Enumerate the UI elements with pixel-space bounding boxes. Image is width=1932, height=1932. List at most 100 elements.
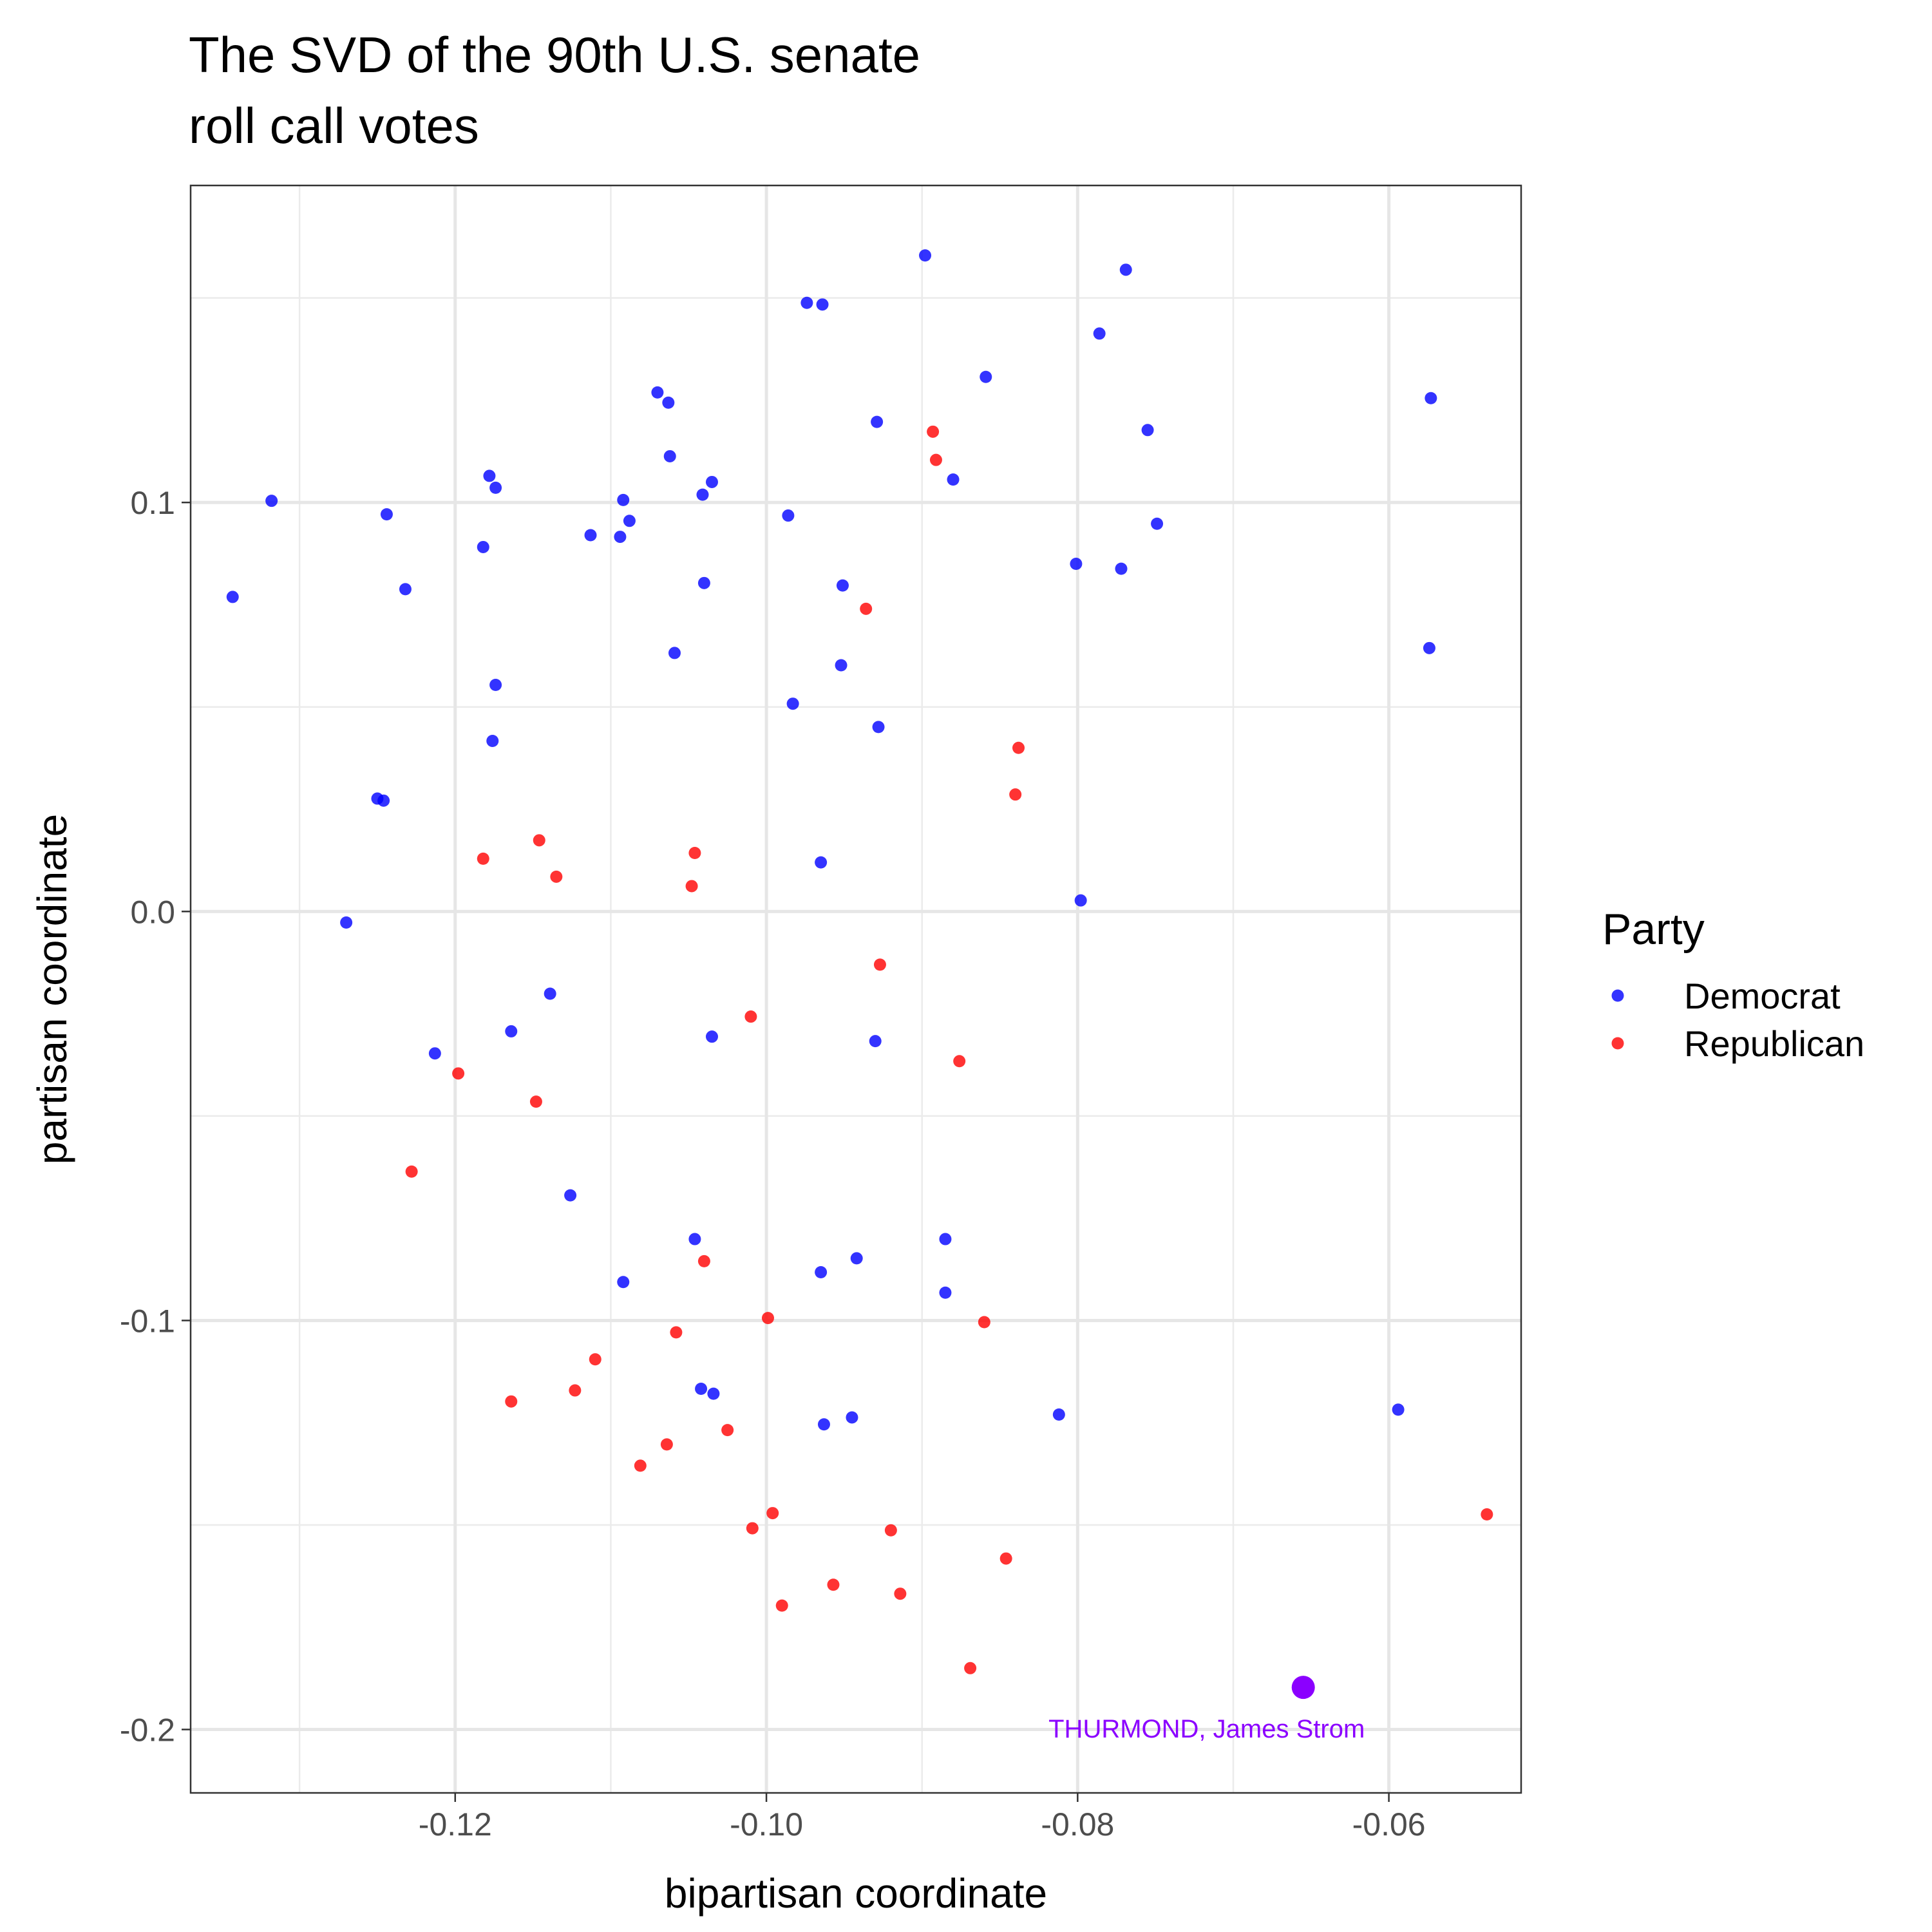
democrat-point xyxy=(846,1411,858,1424)
y-axis-title: partisan coordinate xyxy=(29,814,75,1164)
republican-point xyxy=(660,1438,673,1451)
democrat-point xyxy=(1115,562,1128,575)
democrat-point xyxy=(226,591,239,603)
republican-point xyxy=(929,453,942,466)
republican-point xyxy=(827,1578,840,1591)
democrat-point xyxy=(483,469,496,482)
legend-label-democrat: Democrat xyxy=(1684,976,1841,1016)
democrat-point xyxy=(816,298,829,311)
republican-point xyxy=(670,1326,683,1339)
democrat-point xyxy=(1070,557,1083,570)
democrat-point xyxy=(980,370,992,383)
democrat-point xyxy=(800,296,813,309)
democrat-point xyxy=(1052,1408,1065,1421)
democrat-point xyxy=(614,531,627,544)
republican-point xyxy=(746,1522,759,1535)
democrat-point xyxy=(786,697,799,710)
democrat-point xyxy=(1423,641,1435,654)
republican-point xyxy=(978,1316,990,1329)
democrat-point xyxy=(265,495,278,507)
democrat-point xyxy=(1141,424,1154,437)
republican-point xyxy=(860,602,873,615)
democrat-point xyxy=(696,488,709,501)
democrat-point xyxy=(705,475,718,488)
democrat-point xyxy=(869,1035,882,1048)
democrat-point xyxy=(919,249,932,262)
democrat-point xyxy=(662,396,675,409)
democrat-point xyxy=(947,473,960,486)
democrat-point xyxy=(380,508,393,521)
republican-point xyxy=(927,425,940,438)
democrat-point xyxy=(872,721,885,734)
legend-key-democrat xyxy=(1611,989,1624,1002)
democrat-point xyxy=(1119,263,1132,276)
republican-point xyxy=(589,1353,601,1366)
republican-point xyxy=(1012,741,1025,754)
highlight-point xyxy=(1291,1676,1315,1700)
y-tick-label: 0.0 xyxy=(130,894,175,930)
democrat-point xyxy=(584,529,597,542)
x-axis-title: bipartisan coordinate xyxy=(665,1870,1047,1917)
y-tick-label: 0.1 xyxy=(130,485,175,521)
republican-point xyxy=(721,1424,734,1437)
highlight-label: THURMOND, James Strom xyxy=(1048,1715,1365,1743)
republican-point xyxy=(505,1395,518,1408)
republican-point xyxy=(873,958,886,971)
democrat-point xyxy=(782,509,795,522)
democrat-point xyxy=(651,386,664,399)
democrat-point xyxy=(377,794,390,807)
democrat-point xyxy=(1425,392,1437,404)
republican-point xyxy=(964,1662,977,1674)
democrat-point xyxy=(505,1025,518,1037)
democrat-point xyxy=(428,1047,441,1060)
democrat-point xyxy=(695,1383,708,1396)
democrat-point xyxy=(668,647,681,659)
republican-point xyxy=(999,1552,1012,1565)
democrat-point xyxy=(489,481,502,494)
democrat-point xyxy=(486,734,499,747)
democrat-point xyxy=(399,583,412,596)
legend-key-republican xyxy=(1611,1037,1624,1050)
democrat-point xyxy=(697,576,710,589)
x-tick-label: -0.12 xyxy=(419,1806,492,1842)
democrat-point xyxy=(617,1276,630,1289)
democrat-point xyxy=(489,678,502,691)
republican-point xyxy=(405,1165,418,1178)
democrat-point xyxy=(705,1030,718,1043)
republican-point xyxy=(766,1507,779,1520)
chart-title-line-2: roll call votes xyxy=(189,97,479,154)
republican-point xyxy=(685,880,698,893)
democrat-point xyxy=(1392,1403,1405,1416)
republican-point xyxy=(1481,1508,1493,1520)
y-axis-ticks: -0.2 -0.1 0.0 0.1 xyxy=(120,485,191,1748)
democrat-point xyxy=(623,515,636,527)
democrat-point xyxy=(1093,327,1106,340)
x-tick-label: -0.08 xyxy=(1041,1806,1114,1842)
republican-point xyxy=(953,1055,966,1068)
democrat-point xyxy=(340,916,353,929)
legend: Party Democrat Republican xyxy=(1602,905,1864,1064)
democrat-point xyxy=(544,987,556,1000)
democrat-point xyxy=(939,1286,952,1299)
republican-point xyxy=(477,852,489,865)
democrat-point xyxy=(836,579,849,592)
republican-point xyxy=(697,1255,710,1267)
chart-title-line-1: The SVD of the 90th U.S. senate xyxy=(189,26,920,83)
democrat-point xyxy=(835,659,848,672)
democrat-point xyxy=(817,1418,830,1431)
republican-point xyxy=(744,1010,757,1023)
grid xyxy=(191,185,1521,1793)
republican-point xyxy=(452,1067,465,1080)
democrat-point xyxy=(564,1189,577,1202)
democrat-point xyxy=(815,1265,828,1278)
republican-point xyxy=(569,1384,582,1397)
republican-point xyxy=(761,1312,774,1325)
highlight-group: THURMOND, James Strom xyxy=(1048,1676,1365,1743)
republican-point xyxy=(533,834,545,847)
democrat-point xyxy=(688,1233,701,1245)
democrat-point xyxy=(477,540,489,553)
republican-point xyxy=(688,847,701,860)
republican-point xyxy=(884,1524,897,1537)
